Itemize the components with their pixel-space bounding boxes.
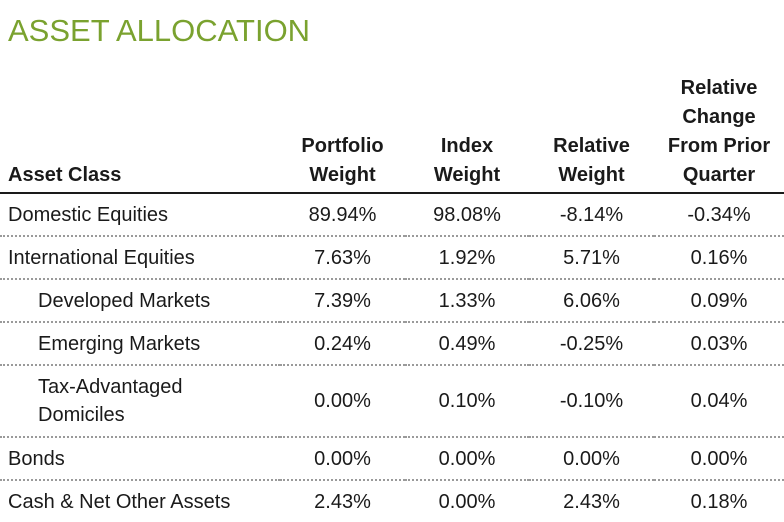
page-title: ASSET ALLOCATION	[8, 13, 311, 48]
table-row: Tax-Advantaged Domiciles 0.00% 0.10% -0.…	[0, 365, 784, 438]
relative-weight-cell: -0.10%	[529, 365, 654, 438]
header-line: Weight	[309, 164, 376, 186]
relative-change-cell: 0.18%	[690, 490, 748, 513]
index-weight-cell: 98.08%	[405, 193, 529, 237]
relative-weight-cell: 6.06%	[529, 279, 654, 323]
relative-change-cell: 0.09%	[654, 279, 784, 323]
row-label-line: Tax-Advantaged	[38, 376, 183, 398]
column-header-index-weight: Index Weight	[405, 74, 529, 194]
row-label: Domestic Equities	[0, 193, 280, 237]
header-line: Index	[440, 135, 494, 157]
header-line: Weight	[558, 164, 625, 186]
relative-weight-cell: -8.14%	[529, 193, 654, 237]
header-line: From Prior	[667, 135, 771, 157]
table-row: Domestic Equities 89.94% 98.08% -8.14% -…	[0, 193, 784, 237]
row-label: Cash & Net Other Assets	[8, 490, 231, 513]
relative-weight-cell: -0.25%	[529, 322, 654, 366]
row-label: Developed Markets	[0, 279, 280, 323]
row-label: Emerging Markets	[0, 322, 280, 366]
portfolio-weight-cell: 0.24%	[280, 322, 405, 366]
header-line: Change	[682, 106, 756, 128]
relative-change-cell: 0.04%	[654, 365, 784, 438]
portfolio-weight-cell: 2.43%	[314, 490, 371, 513]
header-line: Weight	[433, 164, 501, 186]
header-line: Relative	[680, 77, 758, 99]
index-weight-cell: 0.10%	[405, 365, 529, 438]
row-label: Tax-Advantaged Domiciles	[0, 365, 280, 438]
table-header-row: Asset Class Portfolio Weight Index Weigh…	[0, 74, 784, 194]
relative-weight-cell: 5.71%	[529, 236, 654, 280]
index-weight-cell: 1.33%	[405, 279, 529, 323]
portfolio-weight-cell: 0.00%	[280, 437, 405, 481]
header-line: Asset Class	[8, 164, 122, 186]
index-weight-cell: 0.00%	[438, 490, 496, 513]
column-header-relative-weight: Relative Weight	[529, 74, 654, 194]
row-label: International Equities	[0, 236, 280, 280]
relative-change-cell: 0.00%	[654, 437, 784, 481]
column-header-relative-change: Relative Change From Prior Quarter	[654, 74, 784, 194]
column-header-portfolio-weight: Portfolio Weight	[280, 74, 405, 194]
relative-weight-cell: 2.43%	[563, 490, 620, 513]
portfolio-weight-cell: 7.39%	[280, 279, 405, 323]
header-line: Portfolio	[301, 135, 384, 157]
relative-change-cell: 0.03%	[654, 322, 784, 366]
row-label-line: Domiciles	[38, 404, 125, 426]
table-row: Cash & Net Other Assets 2.43% 0.00% 2.43…	[0, 480, 784, 522]
portfolio-weight-cell: 89.94%	[280, 193, 405, 237]
asset-allocation-table: Asset Class Portfolio Weight Index Weigh…	[0, 74, 784, 522]
row-label: Bonds	[0, 437, 280, 481]
table-row: International Equities 7.63% 1.92% 5.71%…	[0, 236, 784, 280]
column-header-asset-class: Asset Class	[0, 74, 280, 194]
relative-change-cell: 0.16%	[654, 236, 784, 280]
index-weight-cell: 1.92%	[405, 236, 529, 280]
relative-weight-cell: 0.00%	[529, 437, 654, 481]
index-weight-cell: 0.49%	[405, 322, 529, 366]
portfolio-weight-cell: 0.00%	[280, 365, 405, 438]
header-line: Quarter	[682, 164, 756, 186]
table-row: Developed Markets 7.39% 1.33% 6.06% 0.09…	[0, 279, 784, 323]
header-line: Relative	[553, 135, 630, 157]
portfolio-weight-cell: 7.63%	[280, 236, 405, 280]
table-row: Emerging Markets 0.24% 0.49% -0.25% 0.03…	[0, 322, 784, 366]
index-weight-cell: 0.00%	[405, 437, 529, 481]
table-row: Bonds 0.00% 0.00% 0.00% 0.00%	[0, 437, 784, 481]
relative-change-cell: -0.34%	[654, 193, 784, 237]
